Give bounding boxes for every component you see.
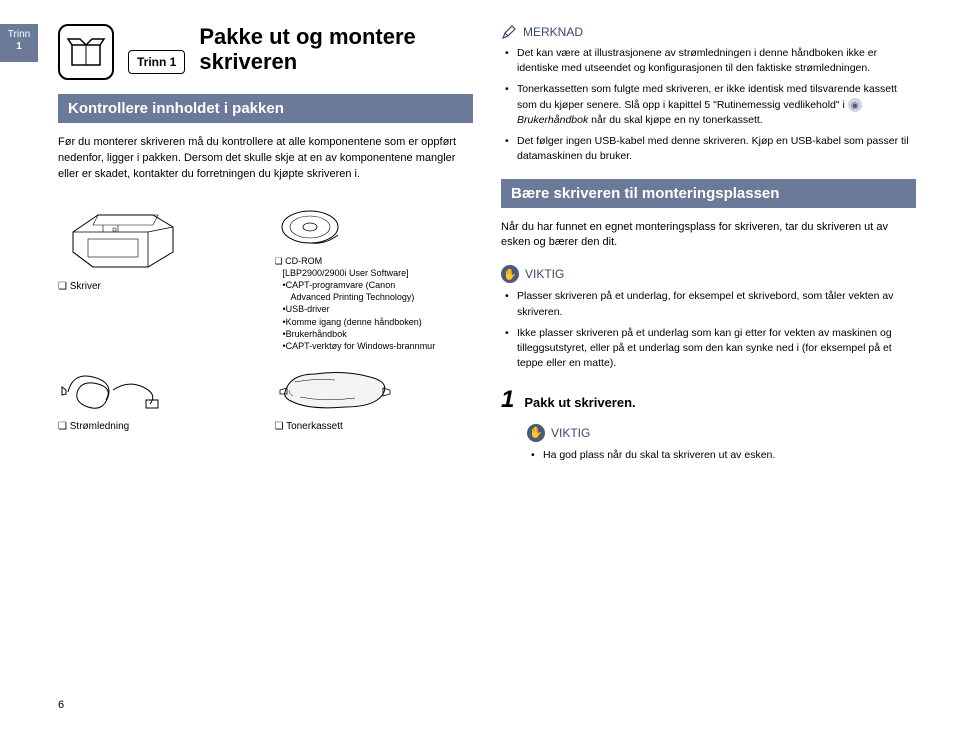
package-items: Skriver CD-ROM [LBP2900/2900i User Softw… [58,197,473,432]
viktig-heading-1: ✋ VIKTIG [501,265,916,283]
printer-icon [58,197,188,277]
cdrom-icon [275,203,345,251]
viktig-item: Ha god plass når du skal ta skriveren ut… [531,448,916,463]
viktig-label: VIKTIG [551,426,590,440]
viktig-item: Plasser skriveren på et underlag, for ek… [505,289,916,319]
power-label: Strømledning [58,421,129,432]
item-printer: Skriver [58,197,257,352]
header: Trinn 1 Pakke ut og montere skriveren [58,24,473,80]
toner-label: Tonerkassett [275,421,343,432]
cdrom-b3: Komme igang (denne håndboken) [286,317,422,327]
merknad-item: Det følger ingen USB-kabel med denne skr… [505,134,916,164]
title-line2: skriveren [199,49,415,74]
step-text: Pakk ut skriveren. [524,395,635,410]
step-tab: Trinn 1 [0,24,38,62]
item-cdrom: CD-ROM [LBP2900/2900i User Software] •CA… [275,197,474,352]
printer-label: Skriver [58,281,101,292]
cdrom-details: CD-ROM [LBP2900/2900i User Software] •CA… [275,255,436,352]
cd-inline-icon: ◉ [848,98,862,112]
page-number: 6 [58,699,64,711]
cdrom-b5: CAPT-verktøy for Windows-brannmur [286,341,436,351]
merknad-list: Det kan være at illustrasjonene av strøm… [501,46,916,165]
tab-line2: 1 [0,41,38,53]
item-power-cord: Strømledning [58,362,257,432]
title-line1: Pakke ut og montere [199,24,415,49]
toner-icon [275,362,395,417]
intro-text: Før du monterer skriveren må du kontroll… [58,135,473,183]
merknad-item: Tonerkassetten som fulgte med skriveren,… [505,82,916,128]
cdrom-b2: USB-driver [286,304,330,314]
power-cord-icon [58,362,168,417]
step-badge: Trinn 1 [128,50,185,74]
right-column: MERKNAD Det kan være at illustrasjonene … [501,24,916,477]
hand-icon: ✋ [527,424,545,442]
left-column: Trinn 1 Pakke ut og montere skriveren Ko… [58,24,473,477]
viktig-heading-2: ✋ VIKTIG [527,424,916,442]
viktig-list-2: Ha god plass når du skal ta skriveren ut… [527,448,916,463]
section-carry-printer: Bære skriveren til monteringsplassen [501,179,916,208]
tab-line1: Trinn [0,29,38,41]
package-icon [58,24,114,80]
section-check-contents: Kontrollere innholdet i pakken [58,94,473,123]
viktig-label: VIKTIG [525,267,564,281]
cdrom-b4: Brukerhåndbok [286,329,347,339]
pencil-icon [501,24,517,40]
cdrom-b1: CAPT-programvare (Canon [286,280,396,290]
merknad-heading: MERKNAD [501,24,916,40]
viktig-list-1: Plasser skriveren på et underlag, for ek… [501,289,916,371]
item-toner: Tonerkassett [275,362,474,432]
cdrom-b1b: Advanced Printing Technology) [275,291,436,303]
carry-text: Når du har funnet en egnet monteringspla… [501,220,916,252]
merknad-item: Det kan være at illustrasjonene av strøm… [505,46,916,76]
step-1: 1 Pakk ut skriveren. [501,386,916,414]
cdrom-sub: [LBP2900/2900i User Software] [275,267,436,279]
merknad-label: MERKNAD [523,25,583,39]
page-title: Pakke ut og montere skriveren [199,24,415,75]
hand-icon: ✋ [501,265,519,283]
cdrom-label: CD-ROM [275,256,323,266]
page-content: Trinn 1 Pakke ut og montere skriveren Ko… [0,0,960,501]
step-number: 1 [501,386,514,414]
viktig-item: Ikke plasser skriveren på et underlag so… [505,326,916,372]
